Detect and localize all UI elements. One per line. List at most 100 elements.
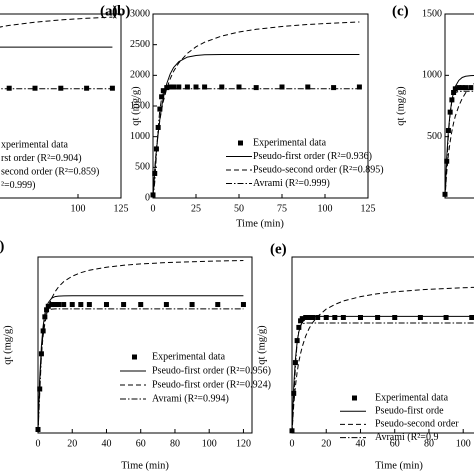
data-point bbox=[160, 88, 166, 94]
chart-panel: 0 20 40 60 80 100 120 Experimental data Pseudo-f… bbox=[0, 238, 271, 471]
fit-line bbox=[291, 286, 474, 434]
data-point bbox=[78, 302, 84, 308]
data-point bbox=[340, 315, 346, 320]
legend-label: Pseudo-second order (R²=0.895) bbox=[253, 164, 384, 175]
data-point bbox=[315, 315, 321, 320]
legend-symbol bbox=[352, 395, 357, 401]
data-point bbox=[456, 85, 462, 91]
y-tick-label: 2000 bbox=[130, 70, 150, 81]
data-point bbox=[56, 302, 62, 308]
x-tick-label: 40 bbox=[355, 438, 365, 449]
panel-label: (e) bbox=[270, 241, 287, 257]
x-tick-label: 60 bbox=[390, 438, 400, 449]
x-tick-label: 80 bbox=[424, 438, 434, 449]
y-tick-label: 1000 bbox=[422, 70, 442, 81]
legend-label: second order (R²=0.859) bbox=[1, 166, 99, 177]
data-point bbox=[215, 302, 221, 308]
legend-label: Pseudo-second order bbox=[375, 419, 459, 430]
legend-symbol bbox=[132, 354, 137, 360]
data-point bbox=[121, 302, 127, 308]
x-axis-label: Time (min) bbox=[375, 460, 423, 471]
legend-label: Experimental data bbox=[253, 137, 327, 148]
plot-frame bbox=[444, 13, 474, 199]
data-point bbox=[296, 324, 302, 330]
fit-line bbox=[444, 90, 474, 199]
data-point bbox=[305, 84, 311, 90]
data-point bbox=[84, 85, 90, 91]
data-point bbox=[236, 84, 242, 90]
data-point bbox=[310, 315, 316, 320]
data-point bbox=[49, 302, 55, 308]
data-point bbox=[469, 315, 474, 320]
data-point bbox=[184, 84, 190, 90]
data-point bbox=[189, 302, 195, 308]
y-axis-label: qt (mg/g) bbox=[130, 86, 141, 126]
panel-label: (d) bbox=[0, 238, 4, 254]
legend-label: rst order (R²=0.904) bbox=[1, 153, 82, 164]
x-tick-label: 50 bbox=[234, 203, 244, 214]
x-tick-label: 100 bbox=[202, 438, 217, 449]
x-axis-label: Time (min) bbox=[121, 460, 169, 471]
data-point bbox=[32, 85, 38, 91]
x-tick-label: 80 bbox=[170, 438, 180, 449]
legend-label: Avrami (R²=0.994) bbox=[152, 393, 229, 404]
plot-frame bbox=[0, 13, 122, 199]
x-tick-label: 125 bbox=[361, 203, 376, 214]
data-point bbox=[58, 85, 64, 91]
panel-label: (b) bbox=[112, 3, 130, 19]
y-tick-label: 3000 bbox=[130, 8, 150, 19]
data-point bbox=[240, 302, 246, 308]
x-axis-label: Time (min) bbox=[236, 218, 284, 229]
x-tick-label: 100 bbox=[456, 438, 471, 449]
y-axis-label: qt (mg/g) bbox=[256, 325, 267, 365]
data-point bbox=[202, 84, 208, 90]
data-point bbox=[279, 84, 285, 90]
data-point bbox=[6, 85, 12, 91]
data-point bbox=[52, 302, 58, 308]
panel-label: (c) bbox=[392, 3, 409, 19]
data-point bbox=[69, 302, 75, 308]
data-point bbox=[138, 302, 144, 308]
x-tick-label: 0 bbox=[36, 438, 41, 449]
fit-line bbox=[0, 46, 113, 48]
legend-label: Experimental data bbox=[375, 392, 449, 403]
fit-line bbox=[444, 83, 474, 199]
data-point bbox=[332, 315, 338, 320]
data-point bbox=[375, 315, 381, 320]
legend-label: Avrami (R²=0.999) bbox=[253, 178, 330, 189]
data-point bbox=[452, 86, 458, 92]
data-point bbox=[109, 85, 115, 91]
data-point bbox=[171, 84, 177, 90]
x-tick-label: 100 bbox=[318, 203, 333, 214]
data-point bbox=[299, 316, 305, 322]
data-point bbox=[303, 315, 309, 320]
fit-line bbox=[0, 16, 113, 28]
data-point bbox=[253, 85, 259, 91]
plot-frame bbox=[37, 256, 253, 434]
data-point bbox=[44, 307, 50, 313]
x-tick-label: 75 bbox=[277, 203, 287, 214]
x-tick-label: 0 bbox=[290, 438, 295, 449]
data-point bbox=[163, 302, 169, 308]
y-axis-label: qt (mg/g) bbox=[2, 325, 13, 365]
legend-label: Pseudo-first order (R²=0.924) bbox=[152, 379, 271, 390]
data-point bbox=[164, 85, 170, 91]
fit-line bbox=[152, 21, 360, 199]
chart-panel: 0 20 40 60 80 100 Experimental data Pseudo-firs… bbox=[256, 241, 474, 471]
data-point bbox=[193, 84, 199, 90]
y-axis-label: qt (mg/g) bbox=[395, 86, 406, 126]
x-tick-label: 125 bbox=[114, 203, 129, 214]
data-point bbox=[417, 315, 423, 320]
x-tick-label: 25 bbox=[191, 203, 201, 214]
data-point bbox=[86, 302, 92, 308]
legend-label: xperimental data bbox=[1, 139, 68, 150]
y-tick-label: 500 bbox=[427, 131, 442, 142]
y-tick-label: 1500 bbox=[130, 100, 150, 111]
x-tick-label: 100 bbox=[71, 203, 86, 214]
x-tick-label: 20 bbox=[321, 438, 331, 449]
y-tick-label: 1500 bbox=[422, 8, 442, 19]
legend-label: Avrami (R²=0.9 bbox=[375, 432, 438, 443]
y-tick-label: 2500 bbox=[130, 39, 150, 50]
y-tick-label: 0 bbox=[145, 192, 150, 203]
